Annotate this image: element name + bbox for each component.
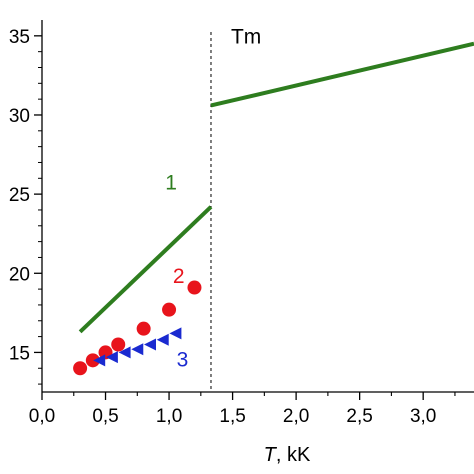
axes: 0,0 0,5 1,0 1,5 2,0 2,5 3,0 15 20 25 30 35 [9, 20, 474, 427]
x-tick-label: 0,5 [92, 406, 118, 427]
y-tick-label: 20 [9, 264, 30, 285]
series-2-point [162, 302, 177, 317]
melting-label: Tm [231, 26, 261, 49]
x-tick-label: 2,0 [283, 406, 309, 427]
y-tick-label: 35 [9, 27, 30, 48]
x-axis-title: T, kK [264, 444, 311, 466]
series-2-point [136, 321, 151, 336]
y-tick-label: 25 [9, 185, 30, 206]
series-2-point [111, 337, 126, 352]
series-3-point [156, 333, 169, 346]
x-tick-label: 1,0 [156, 406, 182, 427]
series-2-point [85, 353, 100, 368]
series-3-point [105, 351, 118, 364]
x-tick-label: 0,0 [29, 406, 55, 427]
series-label-1: 1 [165, 171, 177, 194]
x-tick-label: 2,5 [346, 406, 372, 427]
series-label-2: 2 [173, 265, 185, 288]
series-3-point [118, 346, 131, 359]
x-tick-label: 3,0 [410, 406, 436, 427]
y-tick-label: 15 [9, 343, 30, 364]
series-3-point [93, 354, 106, 367]
x-axis-title-variable: T [264, 444, 278, 466]
x-axis-title-unit: , kK [276, 444, 311, 466]
series-1-line [78, 205, 213, 334]
series-1-line [210, 41, 474, 108]
chart-marks [73, 32, 474, 392]
series-2-point [187, 280, 202, 295]
series-3-point [131, 343, 144, 356]
x-tick-label: 1,5 [219, 406, 245, 427]
series-2-point [73, 361, 88, 376]
y-tick-label: 30 [9, 106, 30, 127]
series-3-point [169, 327, 182, 340]
series-3-point [144, 338, 156, 351]
series-label-3: 3 [177, 349, 189, 372]
chart-labels: Tm 1 2 3 [165, 26, 261, 372]
